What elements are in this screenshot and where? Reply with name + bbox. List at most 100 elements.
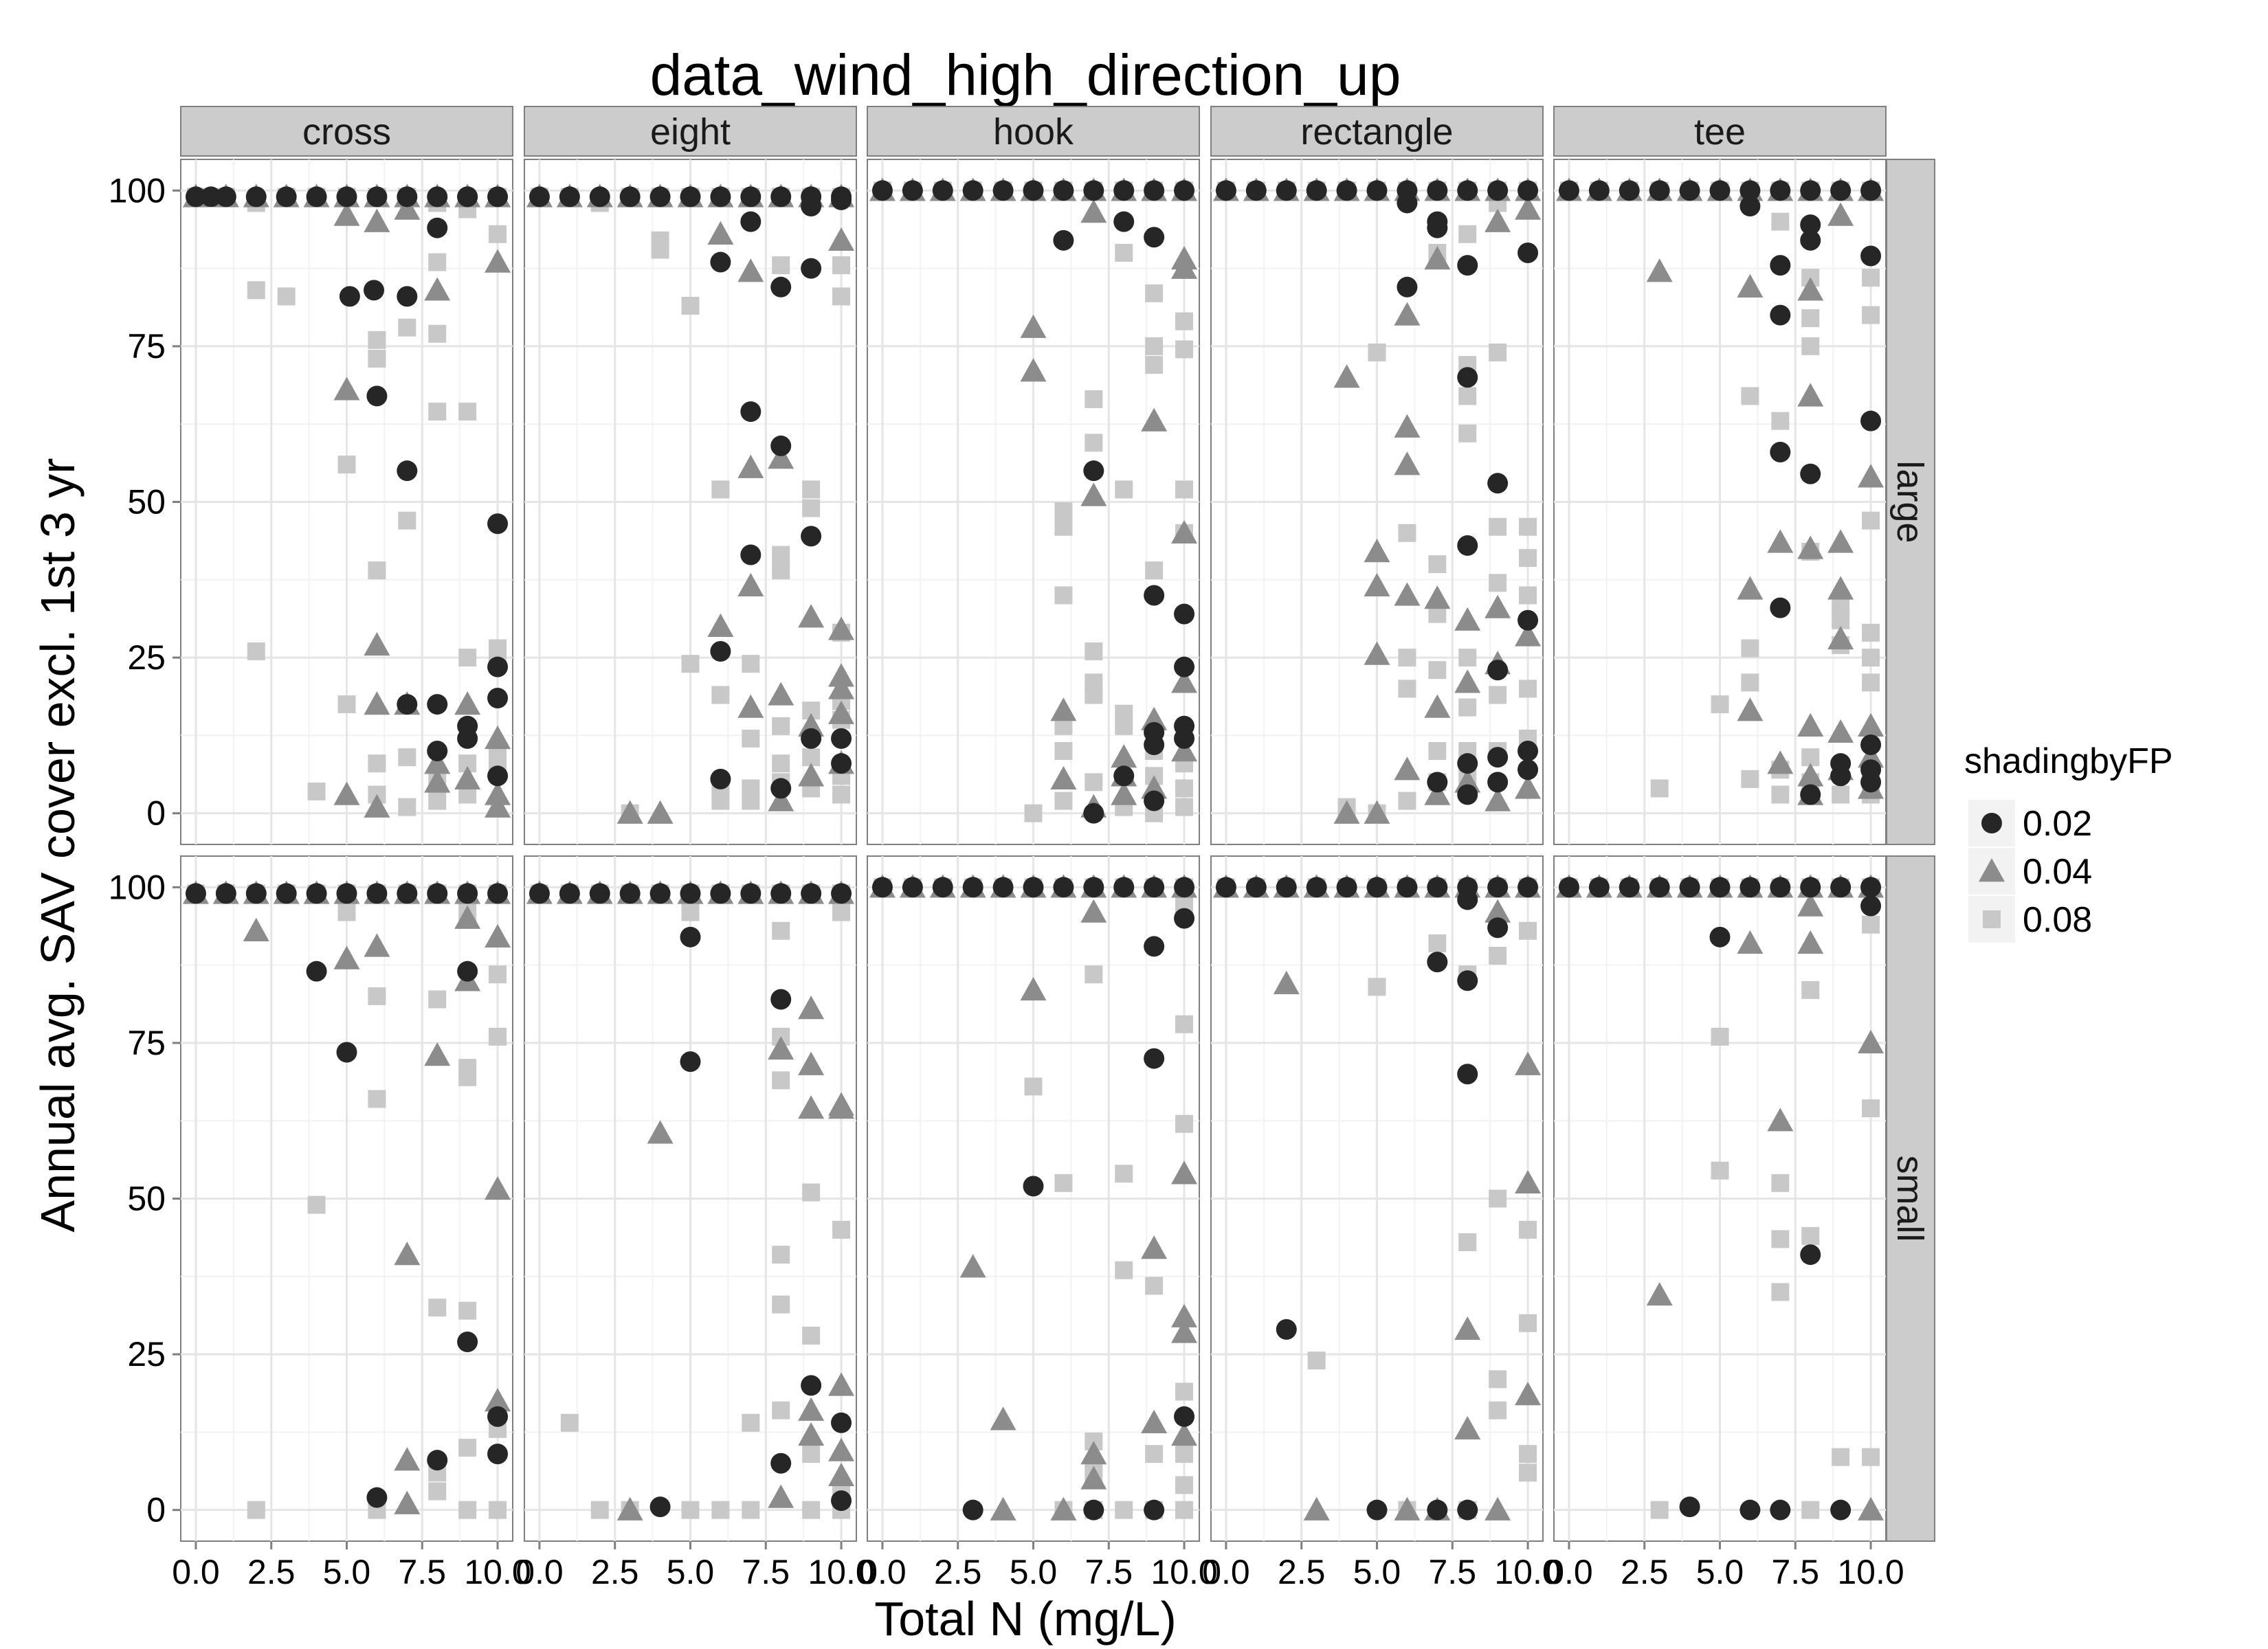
data-point-0_02 — [1709, 926, 1731, 947]
data-point-0_02 — [276, 186, 297, 207]
data-point-0_04 — [768, 1484, 794, 1508]
data-point-0_02 — [831, 753, 852, 774]
data-point-0_02 — [1174, 908, 1195, 929]
data-point-0_02 — [1800, 784, 1821, 805]
data-point-0_04 — [798, 1095, 825, 1119]
facet-panel-rectangle-large — [1210, 159, 1544, 845]
data-point-0_04 — [1797, 535, 1824, 559]
data-point-0_04 — [616, 1496, 643, 1521]
data-point-0_04 — [1858, 713, 1885, 737]
data-point-0_08 — [1801, 309, 1820, 328]
data-point-0_04 — [768, 445, 794, 469]
data-point-0_02 — [1860, 180, 1882, 201]
x-tick-label: 2.5 — [1621, 1553, 1669, 1591]
y-tick-label: 50 — [127, 1180, 166, 1218]
facet-row-label: small — [1889, 1155, 1931, 1242]
x-tick-label: 5.0 — [1353, 1553, 1401, 1591]
data-point-0_02 — [1174, 877, 1195, 898]
data-point-0_08 — [651, 240, 669, 259]
data-point-0_08 — [368, 350, 386, 368]
data-point-0_08 — [1650, 779, 1669, 798]
data-point-0_08 — [560, 1413, 579, 1432]
data-point-0_04 — [1171, 1303, 1198, 1327]
legend-key-0_02 — [1981, 813, 2002, 833]
data-point-0_02 — [871, 180, 893, 201]
data-point-0_04 — [1333, 364, 1360, 388]
data-point-0_08 — [1398, 524, 1416, 542]
x-tick-label: 10.0 — [464, 1553, 531, 1591]
data-point-0_08 — [337, 903, 356, 921]
data-point-0_02 — [1457, 784, 1478, 805]
data-point-0_08 — [1115, 1261, 1133, 1279]
data-point-0_08 — [1115, 243, 1133, 262]
data-point-0_08 — [711, 1501, 730, 1519]
data-point-0_08 — [337, 456, 356, 474]
data-point-0_02 — [559, 186, 580, 207]
data-point-0_02 — [529, 883, 550, 904]
data-point-0_02 — [427, 741, 448, 762]
data-point-0_02 — [457, 961, 478, 982]
data-point-0_08 — [681, 655, 700, 673]
data-point-0_08 — [1458, 649, 1477, 667]
data-point-0_04 — [1424, 585, 1451, 609]
data-point-0_02 — [336, 1042, 357, 1063]
data-point-0_08 — [1862, 511, 1880, 530]
data-point-0_08 — [1711, 695, 1729, 714]
data-point-0_02 — [831, 1490, 852, 1512]
data-point-0_04 — [1050, 697, 1077, 721]
data-point-0_02 — [1144, 734, 1165, 755]
data-point-0_08 — [772, 717, 790, 735]
facet-col-label: cross — [302, 111, 391, 153]
data-point-0_08 — [1862, 306, 1880, 324]
data-point-0_02 — [1336, 877, 1357, 898]
data-point-0_04 — [454, 905, 481, 929]
data-point-0_02 — [619, 186, 641, 207]
data-point-0_08 — [1801, 980, 1820, 999]
data-point-0_08 — [1650, 1501, 1669, 1519]
data-point-0_08 — [458, 403, 477, 421]
data-point-0_08 — [1145, 1445, 1164, 1463]
data-point-0_08 — [1024, 1077, 1043, 1096]
facet-strip-col — [1210, 106, 1544, 157]
data-point-0_02 — [1558, 180, 1579, 201]
data-point-0_02 — [801, 1375, 822, 1396]
data-point-0_02 — [457, 1331, 478, 1352]
data-point-0_08 — [772, 754, 790, 773]
data-point-0_02 — [245, 883, 267, 904]
data-point-0_04 — [1646, 258, 1673, 282]
data-point-0_08 — [1741, 673, 1759, 692]
data-point-0_02 — [215, 186, 236, 207]
data-point-0_08 — [1741, 387, 1759, 405]
y-tick-label: 50 — [127, 483, 166, 521]
data-point-0_02 — [1800, 214, 1821, 236]
data-point-0_08 — [1145, 284, 1164, 302]
data-point-0_08 — [1175, 1445, 1194, 1463]
data-point-0_08 — [1085, 642, 1103, 661]
data-point-0_08 — [1175, 798, 1194, 816]
x-tick-label: 0.0 — [1545, 1553, 1593, 1591]
data-point-0_08 — [1054, 502, 1073, 521]
data-point-0_02 — [1739, 877, 1761, 898]
data-point-0_08 — [742, 1413, 760, 1432]
data-point-0_08 — [1175, 312, 1194, 330]
data-point-0_08 — [1175, 1114, 1194, 1133]
data-point-0_04 — [1394, 756, 1421, 781]
data-point-0_08 — [832, 903, 851, 921]
data-point-0_04 — [1858, 464, 1885, 488]
data-point-0_04 — [1827, 576, 1854, 600]
data-point-0_04 — [454, 691, 481, 715]
data-point-0_02 — [1860, 734, 1882, 755]
data-point-0_02 — [740, 544, 761, 565]
data-point-0_08 — [1428, 742, 1447, 761]
data-point-0_02 — [740, 883, 761, 904]
y-axis-title: Annual avg. SAV cover excl. 1st 3 yr — [31, 458, 85, 1232]
data-point-0_04 — [828, 1437, 855, 1461]
y-tick-label: 0 — [146, 794, 166, 833]
data-point-0_04 — [1050, 1496, 1077, 1521]
data-point-0_08 — [1771, 1174, 1790, 1192]
x-tick-label: 2.5 — [247, 1553, 296, 1591]
data-point-0_04 — [798, 1397, 825, 1421]
facet-panel-cross-small — [180, 855, 513, 1542]
data-point-0_08 — [802, 480, 821, 499]
